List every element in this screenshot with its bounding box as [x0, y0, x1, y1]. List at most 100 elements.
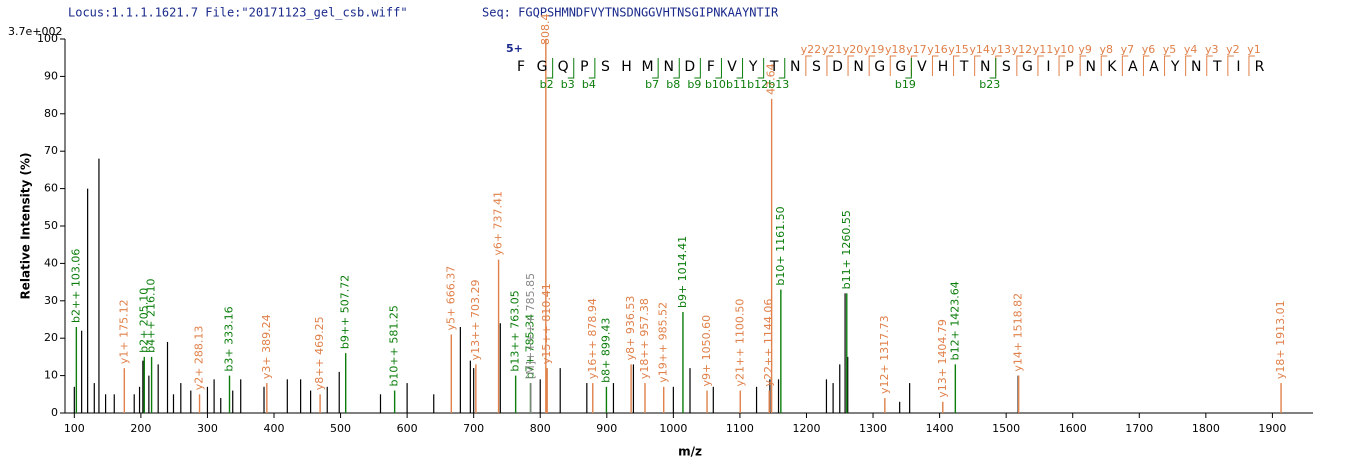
x-tick-label: 1400 — [926, 422, 954, 435]
y-bracket — [1206, 55, 1213, 76]
header-locus: Locus:1.1.1.1621.7 File:"20171123_gel_cs… — [68, 6, 408, 20]
y-ion-label: y16 — [927, 43, 948, 56]
y-tick-label: 100 — [37, 32, 58, 45]
residue: K — [1107, 59, 1117, 75]
y-ion-label: y11 — [1033, 43, 1054, 56]
residue: N — [853, 59, 863, 75]
x-tick-label: 1300 — [859, 422, 887, 435]
residue: N — [980, 59, 990, 75]
residue: F — [707, 59, 715, 75]
x-tick-label: 1700 — [1125, 422, 1153, 435]
y-ion-label: y19 — [864, 43, 885, 56]
y-ion-label: y9 — [1078, 43, 1092, 56]
peak-label: b8+ 899.43 — [599, 318, 612, 383]
y-ion-label: y20 — [843, 43, 864, 56]
x-tick-label: 1500 — [992, 422, 1020, 435]
x-tick-label: 600 — [397, 422, 418, 435]
peak-label: y12+ 1317.73 — [878, 315, 891, 394]
y-ion-label: y3 — [1205, 43, 1219, 56]
residue: H — [938, 59, 949, 75]
x-tick-label: 300 — [197, 422, 218, 435]
x-tick-label: 1600 — [1059, 422, 1087, 435]
y-bracket — [1248, 55, 1255, 76]
y-bracket — [1037, 55, 1044, 76]
peak-label: y5+ 666.37 — [444, 266, 457, 331]
peak-label: b2++ 103.06 — [69, 249, 82, 323]
peak-label: y2+ 288.13 — [193, 326, 206, 391]
peak-label: y19++ 985.52 — [657, 302, 670, 383]
residue: Y — [1170, 59, 1180, 75]
peak-label: y3+ 389.24 — [260, 314, 273, 379]
peak-label: y13++ 703.29 — [469, 279, 482, 360]
peak-label: b9+ 1014.41 — [676, 236, 689, 308]
x-tick-label: 400 — [263, 422, 284, 435]
x-tick-label: 1100 — [726, 422, 754, 435]
b-bracket — [989, 58, 997, 79]
residue: T — [769, 59, 779, 75]
y-tick-label: 20 — [44, 331, 58, 344]
y-tick-label: 80 — [44, 107, 58, 120]
x-tick-label: 1900 — [1258, 422, 1286, 435]
y-bracket — [1058, 55, 1066, 76]
y-bracket — [826, 55, 833, 76]
residue: Q — [558, 59, 569, 75]
residue: P — [1065, 59, 1073, 75]
residue: G — [895, 59, 906, 75]
x-tick-label: 500 — [330, 422, 351, 435]
x-tick-label: 900 — [596, 422, 617, 435]
x-tick-label: 800 — [530, 422, 551, 435]
y-ion-label: y10 — [1054, 43, 1075, 56]
residue: T — [959, 59, 969, 75]
x-tick-label: 700 — [463, 422, 484, 435]
y-bracket — [889, 55, 897, 76]
residue: A — [1128, 59, 1138, 75]
y-tick-label: 90 — [44, 69, 58, 82]
peak-label: y13+ 1404.79 — [936, 319, 949, 398]
residue: D — [832, 59, 843, 75]
y-bracket — [1100, 55, 1108, 76]
y-ion-label: y21 — [822, 43, 843, 56]
b-bracket — [778, 58, 786, 79]
b-ion-label: b12 — [747, 78, 768, 91]
residue: V — [917, 59, 927, 75]
y-bracket — [1121, 55, 1129, 76]
peak-label: b3+ 333.16 — [223, 306, 236, 371]
peak-label: b9++ 507.72 — [339, 275, 352, 349]
peak-label: 47.64 — [765, 63, 778, 95]
b-ion-label: b4 — [582, 78, 596, 91]
y-ion-label: y8 — [1099, 43, 1113, 56]
peak-label: b10++ 581.25 — [388, 305, 401, 386]
peak-label: y18++ 957.38 — [638, 298, 651, 379]
residue: I — [1236, 59, 1240, 75]
x-tick-label: 1800 — [1192, 422, 1220, 435]
residue: N — [1191, 59, 1201, 75]
b-ion-label: b11 — [726, 78, 747, 91]
peak-label: [M]+++++ 785.85 — [524, 273, 537, 379]
y-bracket — [974, 55, 981, 76]
residue: S — [601, 59, 610, 75]
b-ion-label: b19 — [895, 78, 916, 91]
y-ion-label: y2 — [1226, 43, 1240, 56]
y-ion-label: y14 — [969, 43, 990, 56]
residue: N — [1085, 59, 1095, 75]
y-bracket — [1079, 55, 1087, 76]
peak-label: y15++ 810.41 — [540, 283, 553, 364]
y-bracket — [1164, 55, 1171, 76]
x-axis-label: m/z — [678, 445, 702, 459]
y-ion-label: y22 — [801, 43, 822, 56]
y-axis-label: Relative Intensity (%) — [19, 153, 33, 300]
y-bracket — [953, 55, 960, 76]
y-tick-label: 0 — [51, 406, 58, 419]
residue: S — [812, 59, 821, 75]
y-ion-label: y13 — [990, 43, 1011, 56]
b-bracket — [567, 58, 575, 79]
peak-label: y8++ 469.25 — [313, 316, 326, 390]
b-ion-label: b10 — [705, 78, 726, 91]
peak-label: y16++ 878.94 — [586, 298, 599, 379]
residue: G — [874, 59, 885, 75]
y-bracket — [1016, 55, 1023, 76]
y-ion-label: y17 — [906, 43, 927, 56]
y-bracket — [1142, 55, 1150, 76]
y-bracket — [868, 55, 876, 76]
